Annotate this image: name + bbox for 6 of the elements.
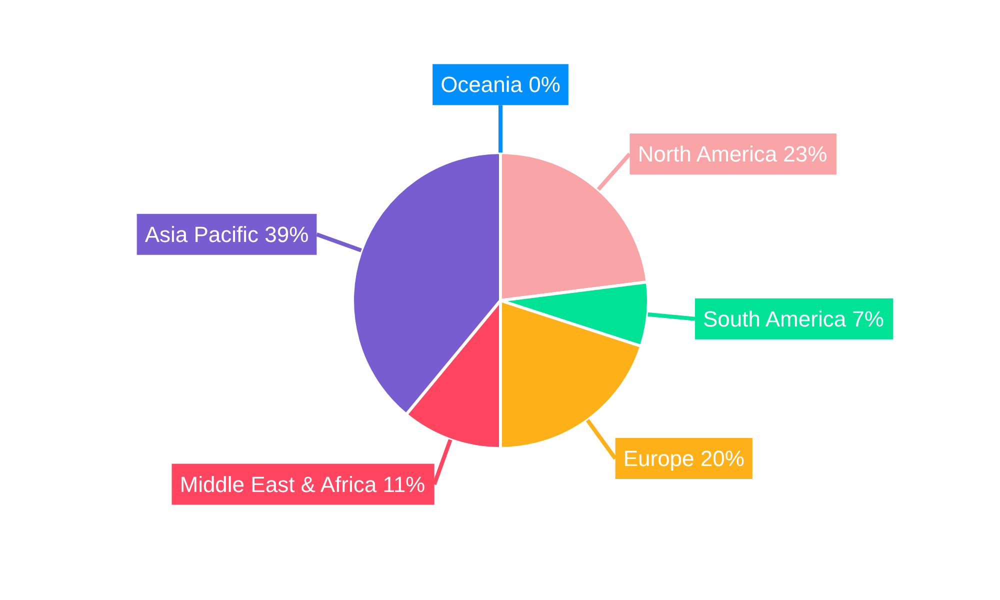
category-label: Oceania 0% — [440, 72, 560, 98]
slice-label: Asia Pacific 39% — [144, 222, 309, 247]
slice-label: Europe 20% — [623, 446, 744, 472]
slice-label: South America 7% — [702, 306, 884, 332]
slice-label: North America 23% — [638, 141, 828, 166]
slice-label: Middle East & Africa 11% — [180, 472, 426, 497]
